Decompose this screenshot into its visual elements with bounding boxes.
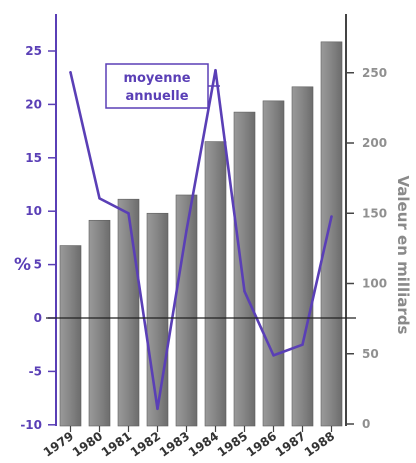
annotation: moyenne annuelle xyxy=(105,63,220,109)
right-tick-label: 200 xyxy=(362,136,387,150)
right-tick-label: 250 xyxy=(362,66,387,80)
left-axis-ticks: 25 20 15 10 5 0 -5 -10 xyxy=(20,44,56,432)
right-tick-label: 150 xyxy=(362,206,387,220)
line-series xyxy=(69,68,333,411)
annotation-line2: annuelle xyxy=(125,89,188,104)
line-point-1980 xyxy=(98,197,101,200)
right-tick-label: 100 xyxy=(362,277,387,291)
x-tick-label-1986: 1986 xyxy=(244,429,279,460)
line-point-1981 xyxy=(127,212,130,215)
y-axis-label-right: Valeur en milliards xyxy=(394,176,412,335)
bar-1988 xyxy=(320,41,343,427)
line-point-1987 xyxy=(301,343,304,346)
left-tick-label: 15 xyxy=(25,151,42,165)
x-tick-label-1985: 1985 xyxy=(215,429,250,460)
x-tick-label-1984: 1984 xyxy=(186,429,221,460)
y-axis-label-left: % xyxy=(14,255,31,275)
bar-1979 xyxy=(59,245,82,427)
x-tick-label-1980: 1980 xyxy=(70,429,105,460)
left-tick-label: 20 xyxy=(25,97,42,111)
x-tick-label-1979: 1979 xyxy=(41,429,76,460)
line-point-1988 xyxy=(330,215,333,218)
left-tick-label: -10 xyxy=(20,418,42,432)
right-tick-label: 0 xyxy=(362,417,370,431)
line-point-1985 xyxy=(243,290,246,293)
x-tick-label-1988: 1988 xyxy=(302,429,337,460)
bar-1987 xyxy=(291,86,314,427)
bar-1986 xyxy=(262,100,285,427)
left-tick-label: 10 xyxy=(25,204,42,218)
line-point-1983 xyxy=(185,229,188,232)
x-tick-label-1982: 1982 xyxy=(128,429,163,460)
left-tick-label: 0 xyxy=(34,311,42,325)
line-moyenne-annuelle xyxy=(69,68,333,411)
line-point-1982 xyxy=(156,407,159,410)
left-tick-label: 5 xyxy=(34,258,42,272)
bar-1980 xyxy=(88,219,111,427)
bar-1982 xyxy=(146,212,169,427)
right-axis-ticks: 250 200 150 100 50 0 xyxy=(346,66,387,431)
line-point-1984 xyxy=(214,69,217,72)
annotation-line1: moyenne xyxy=(123,71,190,86)
bar-1984 xyxy=(204,141,227,427)
x-tick-label-1983: 1983 xyxy=(157,429,192,460)
left-tick-label: 25 xyxy=(25,44,42,58)
right-tick-label: 50 xyxy=(362,347,379,361)
bar-1981 xyxy=(117,198,140,427)
annotation-box xyxy=(105,63,209,109)
line-point-1986 xyxy=(272,354,275,357)
line-point-1979 xyxy=(69,71,72,74)
x-tick-label-1987: 1987 xyxy=(273,429,308,460)
x-tick-label-1981: 1981 xyxy=(99,429,134,460)
left-tick-label: -5 xyxy=(29,364,42,378)
bar-1985 xyxy=(233,111,256,427)
